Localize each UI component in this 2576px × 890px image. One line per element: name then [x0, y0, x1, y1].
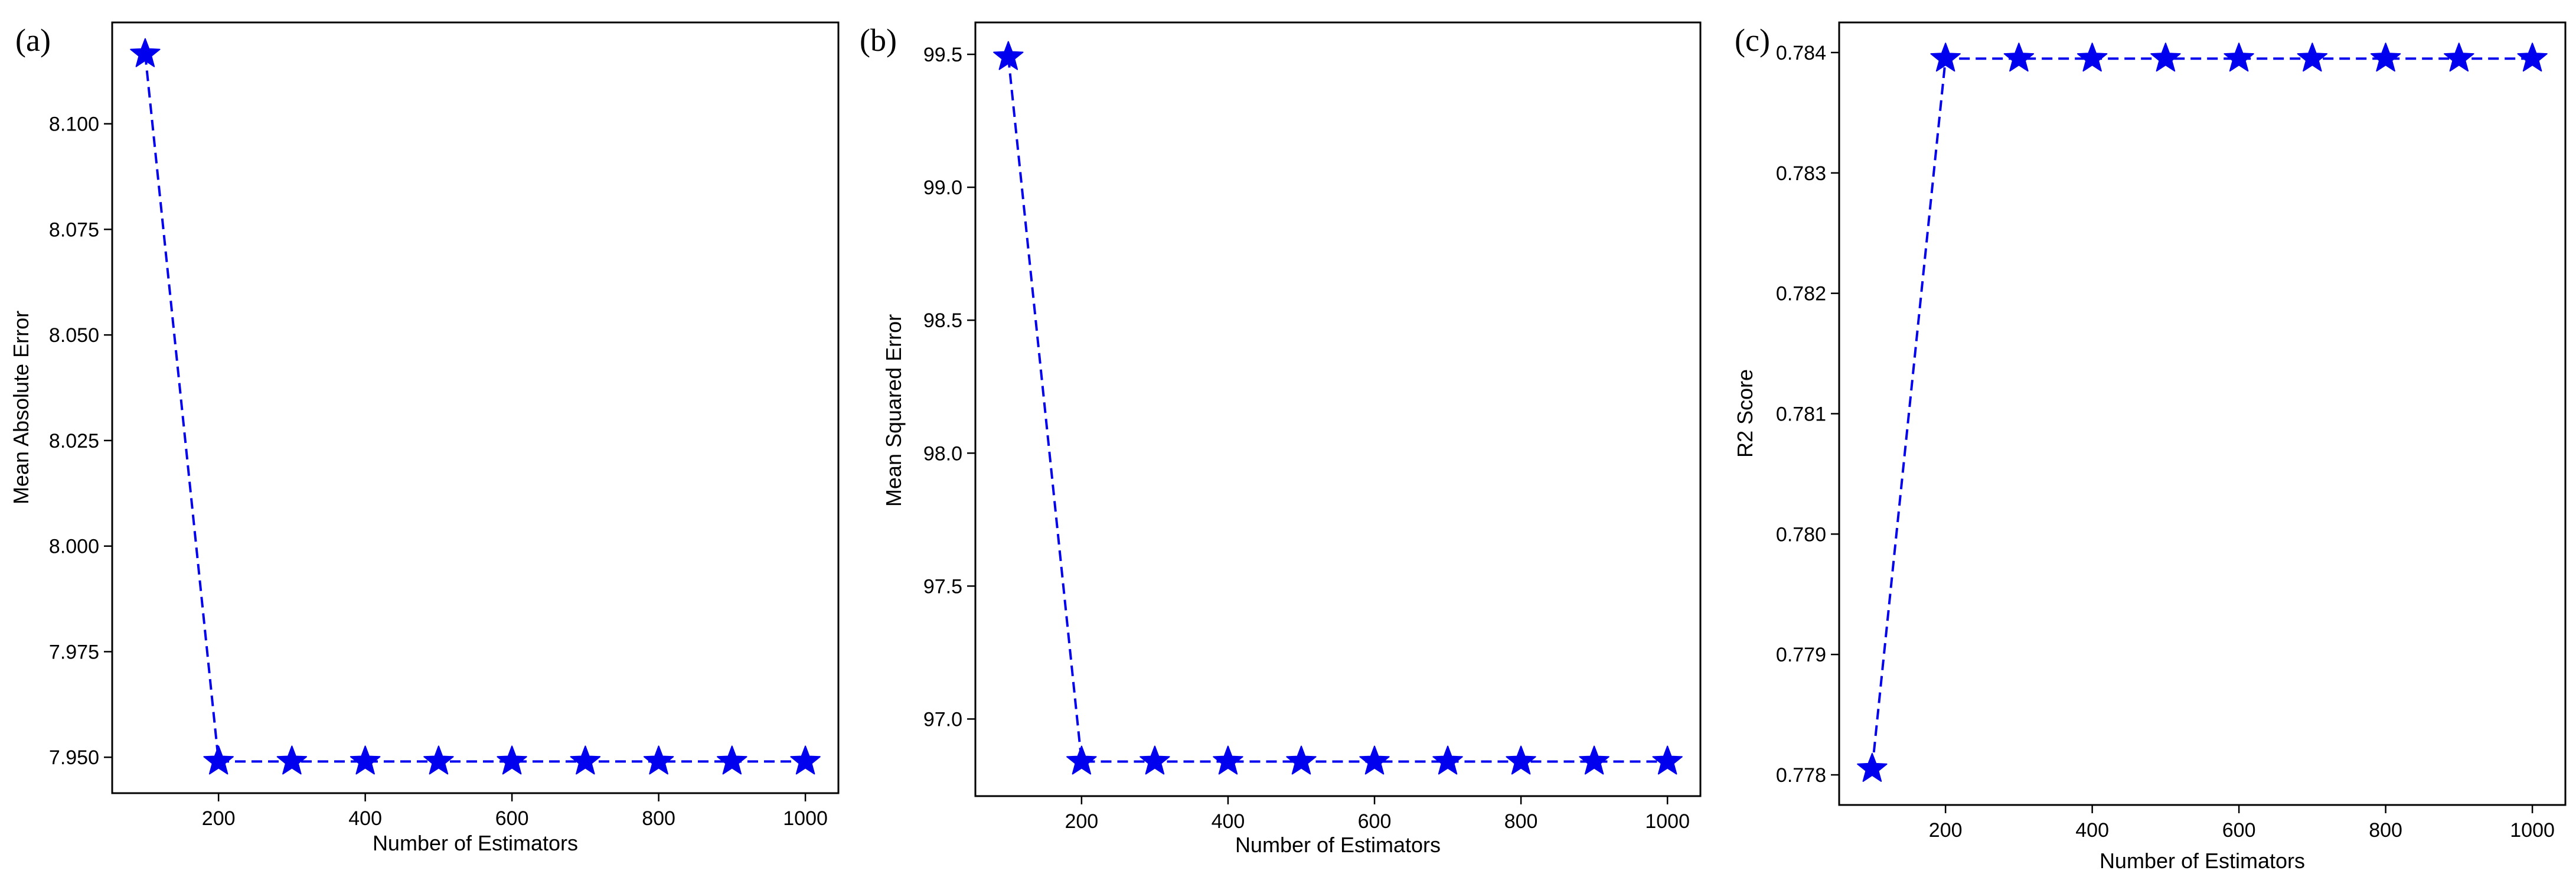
panel-b-y-tick-label: 99.5: [923, 44, 962, 66]
panel-c-y-axis-label: R2 Score: [1733, 369, 1757, 458]
panel-b-y-tick-label: 97.5: [923, 575, 962, 598]
panel-c-star-marker: [1930, 43, 1961, 72]
panel-c-star-marker: [2224, 43, 2254, 72]
panel-b-star-marker: [993, 41, 1024, 70]
panel-b-x-axis-label: Number of Estimators: [1235, 833, 1441, 857]
panel-c: (c) Number of Estimators R2 Score 200 400…: [1733, 21, 2567, 873]
panel-b-y-tick-label: 98.0: [923, 442, 962, 465]
panel-a-star-marker: [276, 745, 308, 775]
panel-b-star-marker: [1359, 745, 1390, 775]
panel-c-y-tick-label: 0.779: [1776, 644, 1826, 666]
panel-c-y-tick-label: 0.778: [1776, 764, 1826, 787]
panel-b-star-marker: [1140, 745, 1170, 775]
panel-a-label: (a): [15, 22, 51, 58]
panel-c-star-marker: [2150, 43, 2181, 72]
panel-b: (b) Number of Estimators Mean Squared Er…: [860, 21, 1702, 857]
panel-b-star-marker: [1286, 745, 1317, 775]
panel-a-star-marker: [423, 745, 454, 775]
panel-b-x-tick-label: 600: [1358, 810, 1392, 833]
panel-a-star-marker: [350, 745, 381, 775]
panel-a-y-tick-label: 8.100: [49, 113, 99, 136]
panel-c-star-marker: [2444, 43, 2474, 72]
panel-c-x-tick-label: 600: [2222, 819, 2256, 842]
panel-c-star-marker: [1857, 752, 1888, 782]
panel-a-series-line: [143, 54, 806, 763]
panel-a-star-marker: [643, 745, 674, 775]
panel-a: (a) Number of Estimators Mean Absolute E…: [9, 21, 840, 855]
panel-a-y-axis-label: Mean Absolute Error: [9, 311, 33, 504]
panel-b-ticks: 200 400 600 800 1000 97.0 97.5 98.0 98.5 99.0 99.5: [923, 44, 1690, 833]
panel-c-x-tick-label: 800: [2369, 819, 2402, 842]
panel-a-x-axis-label: Number of Estimators: [373, 831, 578, 855]
panel-b-star-marker: [1066, 745, 1097, 775]
panel-c-y-tick-label: 0.783: [1776, 162, 1826, 185]
panel-a-star-marker: [570, 745, 601, 775]
panel-c-x-tick-label: 1000: [2510, 819, 2555, 842]
panel-a-star-marker: [203, 745, 234, 775]
panel-b-x-tick-label: 1000: [1645, 810, 1690, 833]
panel-c-plot-frame: [1838, 21, 2567, 806]
panel-b-y-tick-label: 98.5: [923, 309, 962, 332]
panel-c-y-tick-label: 0.781: [1776, 403, 1826, 426]
panel-b-star-marker: [1652, 745, 1683, 775]
panel-c-series: [1857, 43, 2548, 782]
panel-c-star-marker: [2077, 43, 2108, 72]
panel-b-star-marker: [1213, 745, 1243, 775]
panel-b-x-tick-label: 200: [1065, 810, 1098, 833]
panel-b-star-marker: [1506, 745, 1536, 775]
panel-b-label: (b): [860, 22, 897, 58]
panel-a-y-tick-label: 8.050: [49, 324, 99, 347]
panel-a-x-tick-label: 400: [348, 807, 382, 830]
panel-a-star-marker: [130, 38, 161, 67]
panel-c-x-tick-label: 200: [1929, 819, 1963, 842]
panel-a-y-tick-label: 7.950: [49, 746, 99, 769]
panel-a-star-marker: [790, 745, 821, 775]
panel-b-y-tick-label: 99.0: [923, 177, 962, 199]
panel-a-y-tick-label: 7.975: [49, 641, 99, 663]
panel-b-x-tick-label: 800: [1504, 810, 1538, 833]
panel-b-series: [993, 41, 1683, 775]
panel-c-y-tick-label: 0.784: [1776, 42, 1826, 64]
panel-b-y-axis-label: Mean Squared Error: [881, 314, 906, 507]
panel-c-x-tick-label: 400: [2075, 819, 2109, 842]
panel-c-star-marker: [2297, 43, 2328, 72]
panel-c-star-marker: [2370, 43, 2401, 72]
panel-b-star-marker: [1579, 745, 1609, 775]
panel-b-x-tick-label: 400: [1212, 810, 1245, 833]
panel-a-y-tick-label: 8.000: [49, 536, 99, 558]
panel-c-star-marker: [2517, 43, 2548, 72]
panel-a-y-tick-label: 8.025: [49, 430, 99, 452]
panel-a-x-tick-label: 800: [642, 807, 675, 830]
panel-b-plot-frame: [974, 21, 1702, 797]
panel-a-x-tick-label: 200: [202, 807, 236, 830]
panel-c-y-tick-label: 0.780: [1776, 523, 1826, 546]
panel-c-series-line: [1870, 57, 2533, 770]
panel-c-y-tick-label: 0.782: [1776, 283, 1826, 305]
panel-c-star-marker: [2003, 43, 2035, 72]
panel-a-star-marker: [497, 745, 527, 775]
panel-a-series: [130, 38, 821, 775]
panel-a-plot-frame: [111, 21, 840, 794]
panel-b-y-tick-label: 97.0: [923, 708, 962, 731]
panel-c-ticks: 200 400 600 800 1000 0.778 0.779 0.780 0.781 0.78…: [1776, 42, 2555, 842]
panel-c-label: (c): [1735, 22, 1770, 58]
panel-c-x-axis-label: Number of Estimators: [2100, 849, 2305, 873]
panel-a-x-tick-label: 1000: [783, 807, 828, 830]
panel-a-y-tick-label: 8.075: [49, 219, 99, 241]
panel-b-series-line: [1007, 57, 1668, 763]
panel-a-star-marker: [717, 745, 747, 775]
panel-a-x-tick-label: 600: [495, 807, 529, 830]
panel-b-star-marker: [1432, 745, 1463, 775]
panel-a-ticks: 200 400 600 800 1000 7.950 7.975 8.000 8.025 8.05…: [49, 113, 828, 830]
